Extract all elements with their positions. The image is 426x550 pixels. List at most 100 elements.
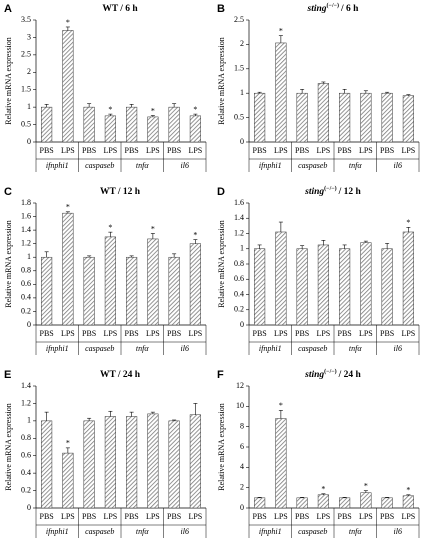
significance-mark: *: [66, 203, 70, 212]
bar: [275, 42, 287, 143]
error-bar: [129, 255, 134, 258]
bar: [254, 497, 266, 509]
significance-mark: *: [193, 105, 197, 114]
bar: [360, 492, 372, 509]
title-rest: / 24 h: [117, 370, 141, 380]
x-tick-label: LPS: [103, 146, 117, 155]
chart-panel: E WT/ 24 h Relative mRNA expression 0 0.2 0.4…: [4, 369, 207, 538]
panel-letter: C: [4, 186, 12, 198]
bar: [168, 256, 180, 326]
error-bar: [193, 239, 198, 244]
genotype: sting: [304, 187, 324, 197]
x-tick-label: LPS: [316, 146, 330, 155]
group-label: caspaseb: [85, 344, 114, 353]
group-label: il6: [394, 527, 402, 536]
bar: [360, 92, 372, 143]
x-tick-label: LPS: [316, 329, 330, 338]
significance-mark: *: [406, 218, 410, 227]
x-tick-label: LPS: [146, 146, 160, 155]
bar: [168, 106, 180, 143]
bar: [275, 418, 287, 509]
group-label: tnfα: [136, 161, 149, 170]
x-tick-label: PBS: [125, 512, 139, 521]
bar: [41, 256, 53, 326]
error-bar: [321, 240, 326, 245]
bar: [254, 92, 266, 143]
error-bar: [300, 497, 305, 498]
bar: [381, 497, 393, 509]
significance-mark: *: [66, 439, 70, 448]
genotype: WT: [100, 187, 117, 197]
group-label: il6: [181, 344, 189, 353]
y-tick-label: 2: [27, 67, 31, 76]
bar: [147, 413, 159, 509]
y-tick-label: 6: [240, 442, 244, 451]
y-tick-label: 0.6: [21, 279, 31, 288]
x-tick-label: LPS: [103, 329, 117, 338]
x-tick-label: PBS: [40, 146, 54, 155]
error-bar: [257, 91, 262, 94]
error-bar: [87, 255, 92, 258]
x-tick-label: PBS: [380, 146, 394, 155]
error-bar: [65, 447, 70, 454]
group-label: caspaseb: [298, 527, 327, 536]
y-tick-label: 1.4: [234, 213, 244, 222]
x-tick-label: LPS: [274, 146, 288, 155]
title-rest: / 12 h: [117, 187, 141, 197]
title-rest: / 6 h: [119, 4, 138, 14]
bar: [126, 256, 138, 326]
significance-mark: *: [321, 485, 325, 494]
error-bar: [108, 113, 113, 116]
y-tick-label: 0.8: [234, 259, 244, 268]
bar: [168, 420, 180, 509]
error-bar: [65, 26, 70, 31]
panel-letter: F: [217, 369, 224, 381]
y-tick-label: 0.8: [21, 266, 31, 275]
y-tick-label: 0.6: [21, 451, 31, 460]
x-tick-label: LPS: [61, 146, 75, 155]
x-tick-label: LPS: [188, 146, 202, 155]
group-label: ifnphi1: [259, 161, 282, 170]
error-bar: [257, 497, 262, 498]
y-tick-label: 0.4: [21, 293, 31, 302]
y-axis-label: Relative mRNA expression: [217, 220, 226, 308]
x-tick-label: PBS: [338, 512, 352, 521]
bar: [275, 231, 287, 326]
bar: [296, 497, 308, 509]
error-bar: [321, 81, 326, 84]
y-tick-label: 1.5: [21, 85, 31, 94]
error-bar: [44, 411, 49, 421]
error-bar: [342, 88, 347, 94]
significance-mark: *: [364, 482, 368, 491]
genotype-superscript: (−/−): [327, 2, 340, 9]
y-tick-label: 12: [236, 381, 244, 390]
bar: [402, 95, 414, 143]
panel-letter: A: [4, 3, 12, 15]
error-bar: [129, 104, 134, 108]
bar: [189, 414, 201, 509]
group-label: ifnphi1: [259, 344, 282, 353]
title-rest: / 6 h: [340, 4, 359, 14]
chart-panel: A WT/ 6 h Relative mRNA expression 0 0.5 1 1.5…: [4, 3, 207, 172]
bar: [254, 248, 266, 326]
x-tick-label: LPS: [316, 512, 330, 521]
group-label: caspaseb: [298, 344, 327, 353]
y-axis-label: Relative mRNA expression: [217, 403, 226, 491]
bar: [83, 106, 95, 143]
error-bar: [363, 240, 368, 243]
y-tick-label: 0.6: [234, 274, 244, 283]
x-tick-label: LPS: [274, 512, 288, 521]
error-bar: [150, 411, 155, 414]
group-label: il6: [394, 344, 402, 353]
x-tick-label: PBS: [338, 329, 352, 338]
genotype-superscript: (−/−): [324, 368, 337, 375]
bar: [126, 106, 138, 143]
bar: [83, 256, 95, 326]
x-tick-label: LPS: [401, 329, 415, 338]
chart-panel: C WT/ 12 h Relative mRNA expression 0 0.2 0.4…: [4, 186, 207, 355]
title-rest: / 12 h: [338, 187, 362, 197]
x-tick-label: PBS: [380, 512, 394, 521]
error-bar: [172, 103, 177, 108]
